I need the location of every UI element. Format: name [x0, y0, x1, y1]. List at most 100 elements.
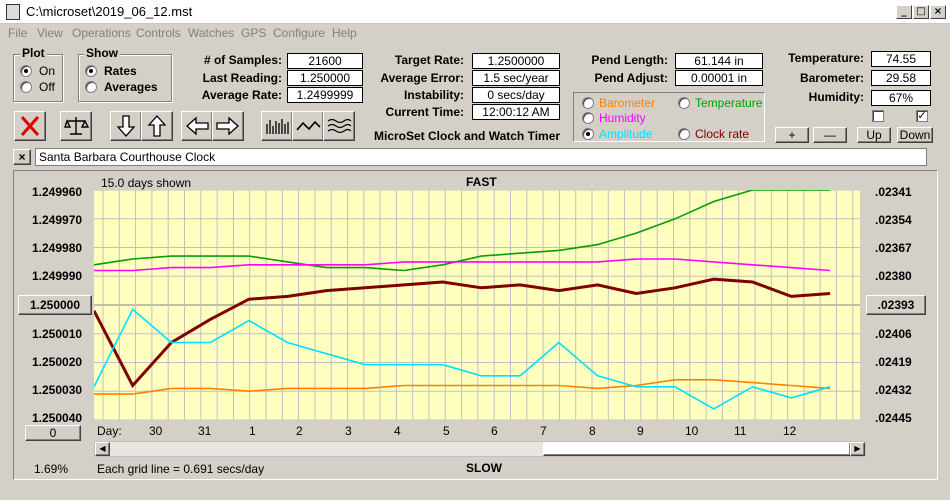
day-tick-label: 6 — [491, 424, 498, 438]
day-axis-label: Day: — [97, 424, 122, 438]
menu-controls[interactable]: Controls — [136, 26, 181, 40]
center-rate-button[interactable]: 1.250000 — [18, 295, 92, 315]
left-tick-label: 1.250020 — [32, 355, 83, 369]
clock-rate-radio[interactable] — [678, 128, 690, 140]
minus-button[interactable]: — — [813, 127, 847, 143]
humidity-option-label: Humidity — [599, 111, 646, 125]
show-rates-label: Rates — [104, 64, 137, 78]
show-averages-radio[interactable] — [85, 81, 97, 93]
plot-on-radio[interactable] — [20, 65, 32, 77]
stop-button[interactable] — [14, 111, 46, 141]
day-tick-label: 11 — [734, 424, 747, 438]
average-error-value: 1.5 sec/year — [472, 70, 560, 86]
arrow-down-icon — [116, 115, 136, 137]
humidity-radio[interactable] — [582, 112, 594, 124]
days-shown-label: 15.0 days shown — [101, 176, 192, 190]
temperature-value: 74.55 — [871, 51, 931, 67]
show-group — [78, 54, 172, 102]
close-window-button[interactable]: × — [930, 5, 946, 19]
menu-view[interactable]: View — [37, 26, 63, 40]
plot-off-radio[interactable] — [20, 81, 32, 93]
samples-value: 21600 — [287, 53, 363, 69]
app-icon[interactable] — [6, 4, 20, 20]
scroll-left-arrow-icon[interactable]: ◀ — [95, 442, 110, 456]
arrow-left-icon — [186, 116, 209, 136]
temperature-radio[interactable] — [678, 97, 690, 109]
left-tick-label: 1.250030 — [32, 383, 83, 397]
last-reading-value: 1.250000 — [287, 70, 363, 86]
plot-group — [13, 54, 63, 102]
multi-line-view-button[interactable] — [323, 111, 355, 141]
menu-configure[interactable]: Configure — [273, 26, 326, 40]
right-tick-label: .02380 — [875, 269, 912, 283]
show-rates-radio[interactable] — [85, 65, 97, 77]
chart-frame — [13, 170, 938, 480]
amplitude-radio[interactable] — [582, 128, 594, 140]
show-averages-label: Averages — [104, 80, 158, 94]
bar-view-button[interactable] — [261, 111, 293, 141]
temperature-option-label: Temperature — [695, 96, 763, 110]
down-button[interactable]: Down — [897, 127, 933, 143]
left-tick-label: 1.249960 — [32, 185, 83, 199]
right-tick-label: .02445 — [875, 411, 912, 425]
day-tick-label: 3 — [345, 424, 352, 438]
pend-adjust-value: 0.00001 in — [675, 70, 763, 86]
current-time-label: Current Time: — [385, 105, 464, 119]
barometer-option-label: Barometer — [599, 96, 656, 110]
scroll-left-button[interactable] — [181, 111, 213, 141]
pend-adjust-label: Pend Adjust: — [594, 71, 668, 85]
day-tick-label: 12 — [783, 424, 797, 438]
menu-gps[interactable]: GPS — [241, 26, 267, 40]
clock-rate-option-label: Clock rate — [695, 127, 750, 141]
amplitude-series-line — [94, 308, 831, 410]
target-rate-value: 1.2500000 — [472, 53, 560, 69]
scroll-up-button[interactable] — [141, 111, 173, 141]
humidity-label: Humidity: — [808, 90, 864, 104]
right-tick-label: .02341 — [875, 185, 912, 199]
menu-help[interactable]: Help — [332, 26, 357, 40]
scrollbar-thumb[interactable] — [543, 442, 851, 456]
day-tick-label: 2 — [296, 424, 303, 438]
balance-button[interactable] — [60, 111, 92, 141]
slow-label: SLOW — [466, 461, 502, 475]
horizontal-scrollbar[interactable]: ◀ ▶ — [94, 441, 866, 457]
arrow-up-icon — [147, 115, 167, 137]
last-reading-label: Last Reading: — [202, 71, 282, 85]
left-tick-label: 1.249990 — [32, 269, 83, 283]
scroll-right-arrow-icon[interactable]: ▶ — [850, 442, 865, 456]
average-rate-label: Average Rate: — [201, 88, 282, 102]
day-tick-label: 1 — [249, 424, 256, 438]
pend-length-value: 61.144 in — [675, 53, 763, 69]
up-button[interactable]: Up — [857, 127, 891, 143]
scroll-right-button[interactable] — [212, 111, 244, 141]
plus-button[interactable]: + — [775, 127, 809, 143]
menu-file[interactable]: File — [8, 26, 28, 40]
center-amplitude-button[interactable]: .02393 — [866, 295, 926, 315]
checkbox-right[interactable]: ✓ — [916, 110, 928, 122]
barometer-radio[interactable] — [582, 97, 594, 109]
right-tick-label: .02406 — [875, 327, 912, 341]
average-error-label: Average Error: — [380, 71, 464, 85]
menu-operations[interactable]: Operations — [72, 26, 131, 40]
humidity-series-line — [94, 258, 831, 272]
scroll-down-button[interactable] — [110, 111, 142, 141]
plot-group-label: Plot — [20, 46, 47, 60]
left-tick-label: 1.249980 — [32, 241, 83, 255]
checkbox-left[interactable] — [872, 110, 884, 122]
barometer-label: Barometer: — [799, 71, 864, 85]
clear-clock-button[interactable]: × — [13, 149, 31, 165]
app-title: MicroSet Clock and Watch Timer — [374, 129, 561, 143]
zero-button[interactable]: 0 — [25, 425, 81, 441]
right-tick-label: .02354 — [875, 213, 912, 227]
menu-watches[interactable]: Watches — [188, 26, 235, 40]
plot-on-label: On — [39, 64, 56, 78]
clock-name-input[interactable]: Santa Barbara Courthouse Clock — [35, 148, 927, 166]
pend-length-label: Pend Length: — [591, 53, 668, 67]
minimize-button[interactable]: _ — [896, 5, 912, 19]
humidity-value: 67% — [871, 90, 931, 106]
day-tick-label: 5 — [443, 424, 450, 438]
maximize-button[interactable]: □ — [913, 5, 929, 19]
arrow-right-icon — [216, 116, 239, 136]
grid-note: Each grid line = 0.691 secs/day — [97, 462, 265, 476]
line-view-button[interactable] — [292, 111, 324, 141]
